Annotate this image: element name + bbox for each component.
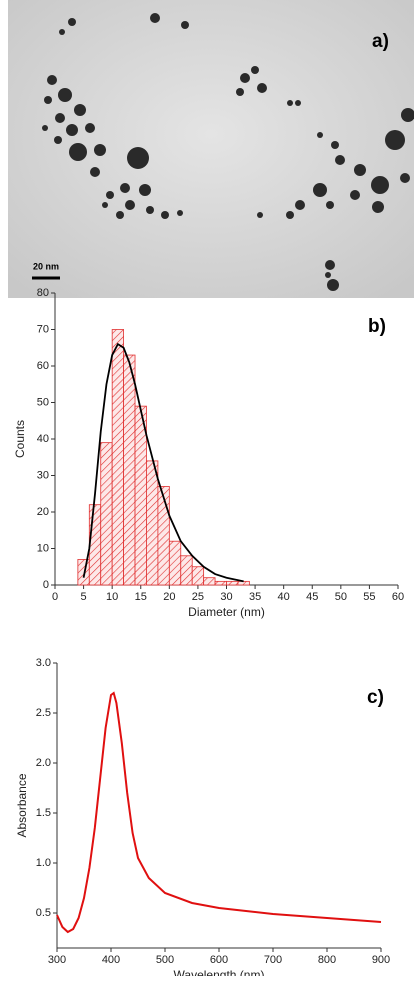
bar <box>134 405 147 586</box>
x-tick-label: 700 <box>264 954 282 966</box>
bar <box>77 559 90 586</box>
y-tick-label: 80 <box>37 287 49 299</box>
y-tick-label: 50 <box>37 396 49 408</box>
bar <box>88 504 102 586</box>
x-tick-label: 40 <box>278 591 290 603</box>
y-tick-label: 2.5 <box>36 707 51 719</box>
bar <box>111 329 124 586</box>
y-tick-label: 0.5 <box>36 907 51 919</box>
y-tick-label: 10 <box>37 542 49 554</box>
x-tick-label: 60 <box>392 591 404 603</box>
bar <box>214 580 227 586</box>
bar <box>226 580 239 586</box>
x-axis-label: Diameter (nm) <box>188 605 265 619</box>
x-tick-label: 25 <box>192 591 204 603</box>
bar <box>191 566 205 586</box>
y-tick-label: 40 <box>37 433 49 445</box>
bar <box>237 580 250 586</box>
bar <box>100 442 113 586</box>
scale-bar-label: 20 nm <box>33 261 59 271</box>
x-tick-label: 5 <box>81 591 87 603</box>
y-tick-label: 0 <box>43 579 49 591</box>
x-tick-label: 800 <box>318 954 336 966</box>
bar <box>203 577 216 586</box>
fit-curve <box>82 342 244 583</box>
y-tick-label: 2.0 <box>36 757 51 769</box>
y-tick-label: 1.5 <box>36 807 51 819</box>
y-tick-label: 70 <box>37 323 49 335</box>
line <box>56 691 382 934</box>
x-axis-label: Wavelength (nm) <box>174 968 265 976</box>
panel-label: b) <box>368 316 386 337</box>
panel-label: c) <box>367 687 384 708</box>
panel-label: a) <box>372 31 389 52</box>
x-tick-label: 45 <box>306 591 318 603</box>
y-axis-label: Counts <box>13 420 27 458</box>
bar <box>157 486 170 586</box>
y-tick-label: 30 <box>37 469 49 481</box>
y-tick-label: 3.0 <box>36 657 51 669</box>
y-tick-label: 60 <box>37 360 49 372</box>
x-tick-label: 15 <box>135 591 147 603</box>
bar <box>168 540 182 586</box>
y-axis-label: Absorbance <box>15 773 29 837</box>
x-tick-label: 500 <box>156 954 174 966</box>
bar <box>146 460 159 586</box>
y-tick-label: 20 <box>37 506 49 518</box>
bar <box>123 354 136 586</box>
x-tick-label: 55 <box>363 591 375 603</box>
x-tick-label: 50 <box>335 591 347 603</box>
x-tick-label: 35 <box>249 591 261 603</box>
x-tick-label: 400 <box>102 954 120 966</box>
x-tick-label: 30 <box>220 591 232 603</box>
x-tick-label: 900 <box>372 954 390 966</box>
x-tick-label: 0 <box>52 591 58 603</box>
bar <box>180 555 193 586</box>
x-tick-label: 20 <box>163 591 175 603</box>
x-tick-label: 600 <box>210 954 228 966</box>
y-tick-label: 1.0 <box>36 857 51 869</box>
x-tick-label: 300 <box>48 954 66 966</box>
tem-image: a) 20 nm <box>8 0 414 298</box>
x-tick-label: 10 <box>106 591 118 603</box>
